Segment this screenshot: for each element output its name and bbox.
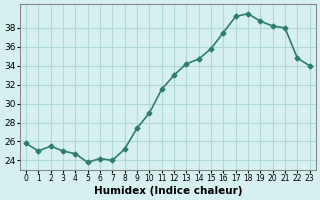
X-axis label: Humidex (Indice chaleur): Humidex (Indice chaleur): [93, 186, 242, 196]
